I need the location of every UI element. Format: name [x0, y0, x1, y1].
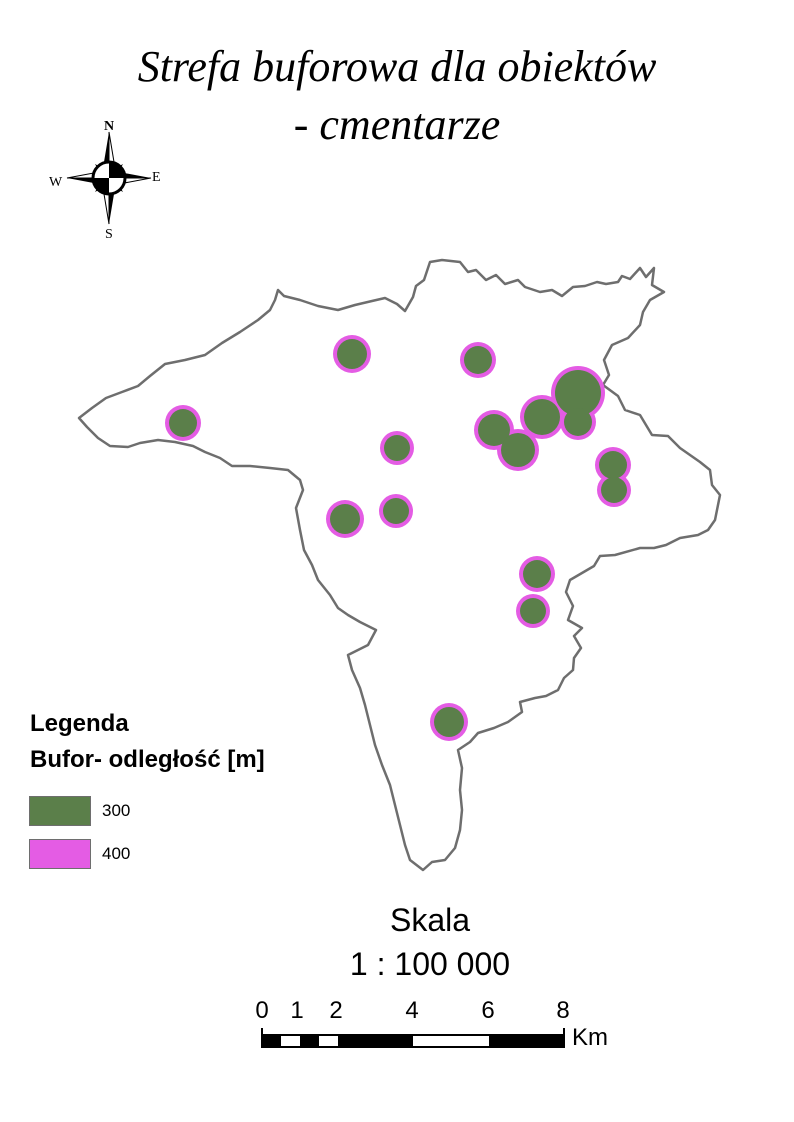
buffer-zone-cluster	[595, 447, 631, 507]
scale-bar	[261, 1028, 565, 1048]
municipality-boundary	[77, 258, 722, 872]
buffer-zone-cluster	[520, 366, 605, 440]
buffer-zone	[165, 405, 201, 441]
legend-subheading: Bufor- odległość [m]	[30, 746, 265, 773]
compass-e-label: E	[152, 170, 161, 185]
compass-w-label: W	[49, 175, 63, 190]
legend-label-400: 400	[102, 844, 131, 863]
compass-rose-icon: N S E W	[49, 119, 161, 242]
legend-swatch-400	[29, 839, 91, 869]
buffer-zone	[519, 556, 555, 592]
scale-label: Skala	[389, 902, 471, 938]
scale-tick-label: 6	[481, 997, 495, 1024]
scale-tick-label: 0	[255, 997, 269, 1024]
scale-tick-label: 8	[556, 997, 570, 1024]
scale-unit-label: Km	[572, 1024, 608, 1051]
buffer-zone	[333, 335, 371, 373]
compass-s-label: S	[105, 227, 113, 242]
legend-label-300: 300	[102, 801, 131, 820]
buffer-zone	[379, 494, 413, 528]
scale-tick-label: 4	[405, 997, 419, 1024]
map-title-line-2: - cmentarze	[293, 100, 501, 149]
scale-tick-label: 1	[290, 997, 304, 1024]
legend-heading: Legenda	[30, 710, 129, 737]
map-title-line-1: Strefa buforowa dla obiektów	[137, 42, 657, 91]
scale-tick-label: 2	[329, 997, 343, 1024]
compass-n-label: N	[104, 119, 114, 134]
buffer-zone	[516, 594, 550, 628]
buffer-zone	[430, 703, 468, 741]
legend-swatch-300	[29, 796, 91, 826]
buffer-zone-cluster	[474, 410, 539, 471]
buffer-zone	[460, 342, 496, 378]
buffer-zone	[380, 431, 414, 465]
buffer-zone	[326, 500, 364, 538]
buffer-zones	[165, 335, 631, 741]
scale-ratio: 1 : 100 000	[349, 946, 511, 982]
